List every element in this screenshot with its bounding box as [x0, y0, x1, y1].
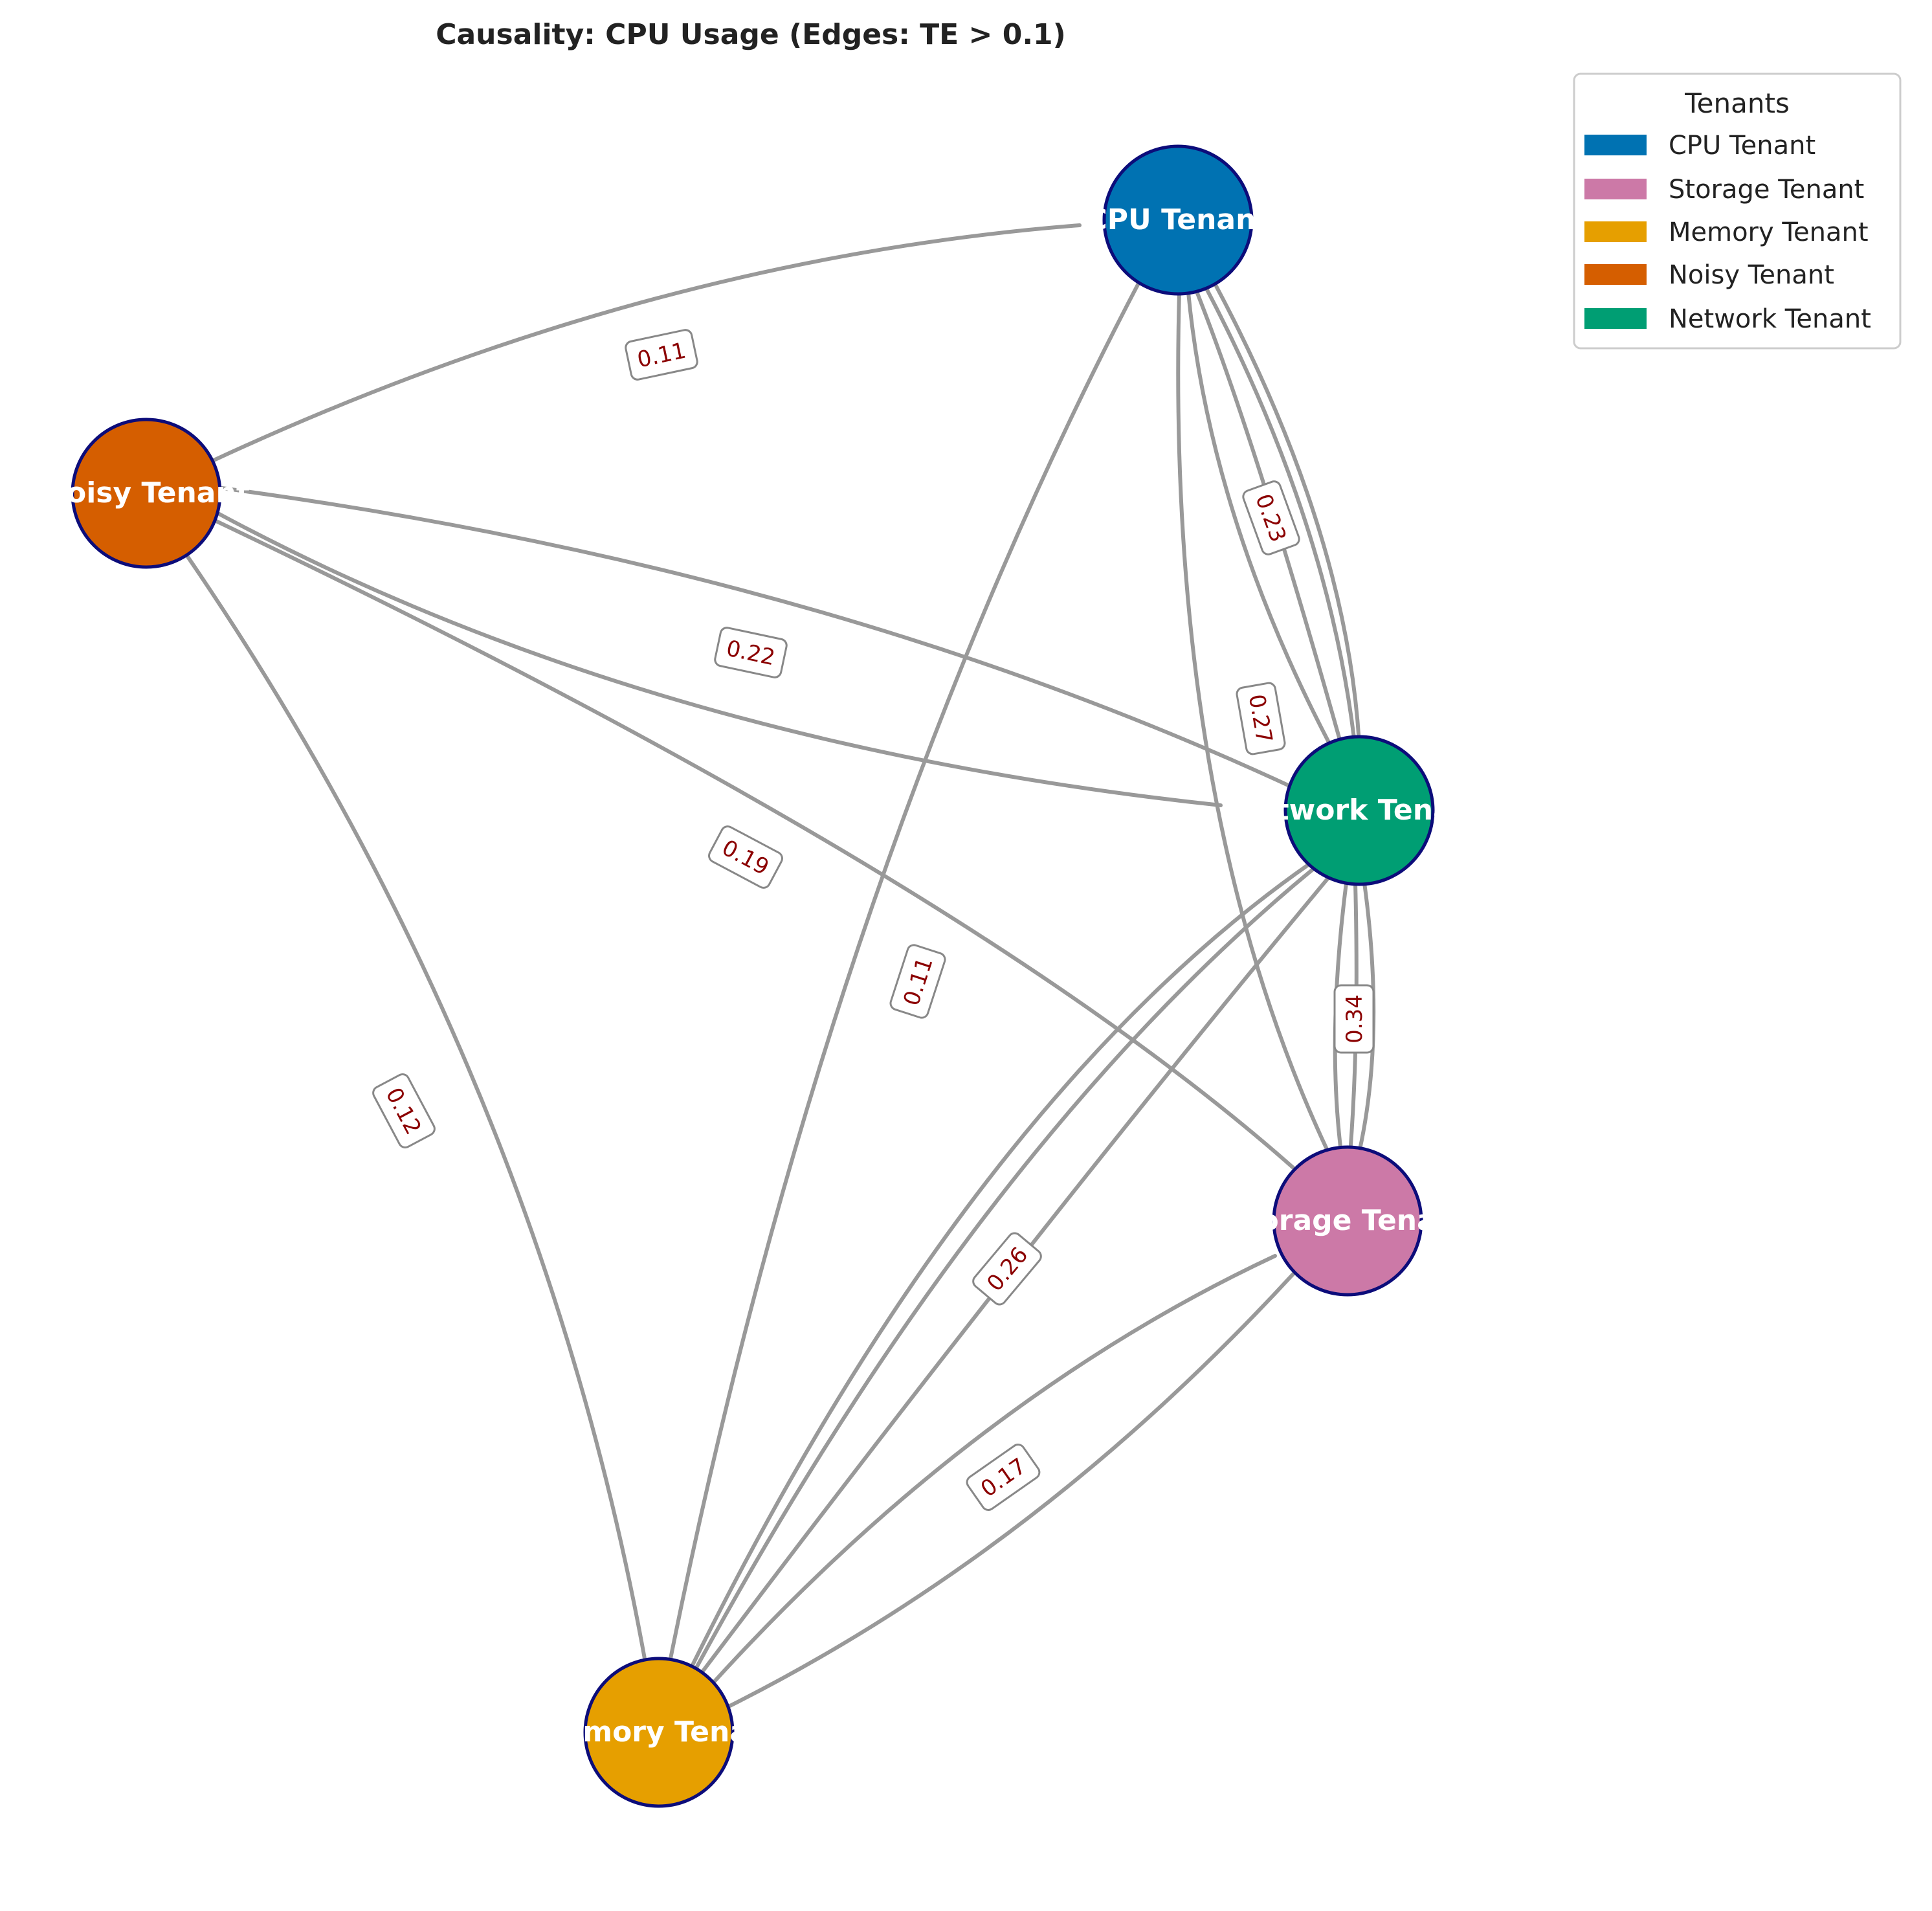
legend-label-memory: Memory Tenant: [1669, 218, 1869, 247]
edge-network-memory-c: [694, 866, 1317, 1670]
legend-swatch-noisy: [1584, 264, 1647, 285]
edge-label-cpu-storage: 0.27: [1236, 682, 1286, 755]
edge-cpu-memory: [669, 278, 1142, 1660]
edge-label-noisy-network: 0.22: [714, 627, 788, 678]
edge-label-noisy-storage: 0.19: [708, 825, 783, 889]
edge-noisy-cpu: [210, 223, 1082, 463]
node-cpu-circle: [1102, 144, 1254, 296]
svg-text:0.34: 0.34: [1342, 994, 1368, 1044]
node-cpu-tenant[interactable]: CPU Tenant: [1087, 144, 1270, 296]
edge-storage-memory-a: [707, 1254, 1277, 1689]
legend-label-noisy: Noisy Tenant: [1669, 260, 1834, 290]
node-storage-label: Storage Tenant: [1225, 1204, 1470, 1237]
legend: Tenants CPU Tenant Storage Tenant Memory…: [1573, 73, 1902, 350]
edge-label-cpu-memory: 0.11: [889, 944, 946, 1019]
node-memory-label: Memory Tenant: [535, 1715, 783, 1749]
edge-storage-memory-b: [722, 1272, 1295, 1711]
chart-title: Causality: CPU Usage (Edges: TE > 0.1): [436, 18, 1066, 51]
legend-swatch-storage: [1584, 179, 1647, 199]
legend-swatch-cpu: [1584, 135, 1647, 155]
node-noisy-tenant[interactable]: Noisy Tenant: [43, 418, 250, 569]
edge-cpu-network-b: [1203, 284, 1356, 740]
edge-label-storage-memory: 0.17: [966, 1444, 1041, 1511]
edge-noisy-memory: [186, 555, 647, 1660]
edge-label-cpu-network: 0.23: [1242, 480, 1300, 555]
node-noisy-circle: [71, 418, 222, 569]
legend-swatch-memory: [1584, 221, 1647, 242]
node-noisy-label: Noisy Tenant: [43, 476, 250, 509]
edges: [186, 223, 1376, 1711]
edge-cpu-storage: [1176, 291, 1333, 1159]
edge-label-noisy-memory: 0.12: [372, 1073, 436, 1148]
legend-title: Tenants: [1684, 87, 1790, 119]
edge-noisy-network-b: [215, 511, 1223, 807]
edge-noisy-network-a: [210, 485, 1333, 807]
node-storage-tenant[interactable]: Storage Tenant: [1225, 1145, 1470, 1297]
edge-cpu-network-a: [1194, 288, 1343, 746]
node-memory-tenant[interactable]: Memory Tenant: [535, 1657, 783, 1808]
edge-label-noisy-cpu: 0.11: [625, 329, 698, 381]
node-network-circle: [1283, 735, 1435, 886]
node-network-tenant[interactable]: Network Tenant: [1232, 735, 1486, 886]
node-cpu-label: CPU Tenant: [1087, 203, 1270, 236]
legend-label-cpu: CPU Tenant: [1669, 131, 1815, 161]
node-network-label: Network Tenant: [1232, 794, 1486, 827]
node-memory-circle: [583, 1657, 735, 1808]
edge-network-memory-a: [691, 862, 1312, 1667]
edge-noisy-storage: [213, 519, 1300, 1174]
edge-label-network-storage: 0.34: [1333, 984, 1375, 1054]
nodes: CPU Tenant Noisy Tenant Network Tenant S…: [43, 144, 1486, 1808]
legend-frame: [1573, 73, 1902, 350]
edge-cpu-network-c: [1186, 291, 1335, 753]
node-storage-circle: [1272, 1145, 1423, 1297]
legend-label-storage: Storage Tenant: [1669, 175, 1864, 205]
legend-label-network: Network Tenant: [1669, 304, 1871, 334]
legend-swatch-network: [1584, 308, 1647, 329]
edge-network-cpu: [1214, 283, 1361, 745]
edge-labels: 0.11 0.23 0.22 0.27 0.19 0.11 0.34 0.12: [372, 329, 1375, 1511]
